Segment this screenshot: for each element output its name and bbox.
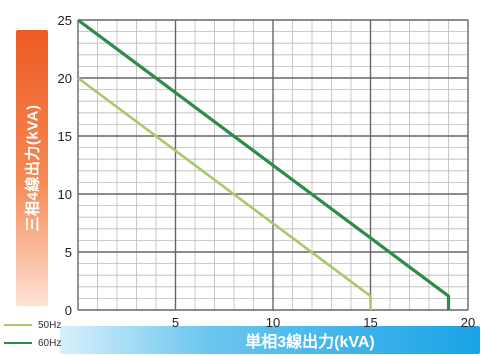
legend-label-50hz: 50Hz: [38, 319, 62, 331]
legend-swatch-50hz: [4, 324, 32, 326]
tick-labels: 0 5 10 15 20 25 5 10 15 20: [58, 13, 476, 330]
x-axis-label: 単相3線出力(kVA): [245, 334, 375, 351]
y-axis-label-bar: [16, 30, 48, 306]
series-lines: [77, 18, 451, 310]
x-tick-label: 10: [266, 315, 280, 330]
legend-label-60hz: 60Hz: [38, 337, 62, 349]
x-tick-label: 20: [461, 315, 475, 330]
y-tick-label: 10: [58, 187, 72, 202]
y-tick-label: 15: [58, 129, 72, 144]
x-axis-label-bar: [60, 326, 480, 354]
y-tick-label: 0: [65, 303, 72, 318]
y-tick-label: 25: [58, 13, 72, 28]
legend-item-50hz: 50Hz: [4, 318, 61, 332]
series-line-60hz: [77, 18, 451, 310]
legend-swatch-60hz: [4, 342, 32, 344]
grid: [77, 19, 469, 311]
y-tick-label: 20: [58, 71, 72, 86]
x-tick-label: 5: [172, 315, 179, 330]
series-line-50hz: [77, 76, 372, 310]
y-tick-label: 5: [65, 245, 72, 260]
legend-item-60hz: 60Hz: [4, 336, 61, 350]
x-tick-label: 15: [363, 315, 377, 330]
